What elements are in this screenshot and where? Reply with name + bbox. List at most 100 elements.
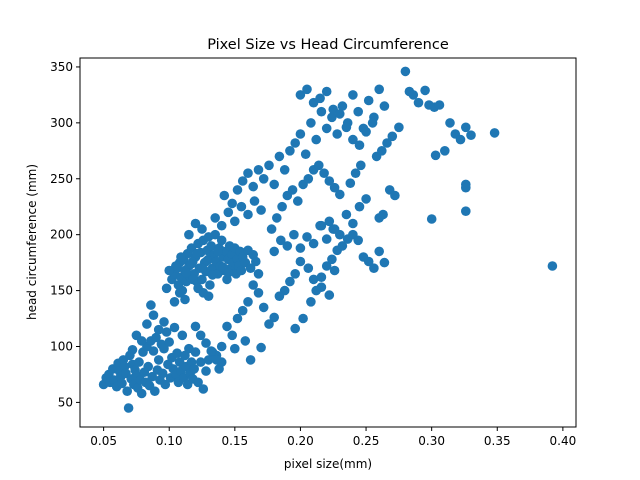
data-point <box>153 324 164 335</box>
data-point <box>321 123 332 134</box>
data-point <box>400 66 411 77</box>
data-point <box>353 106 364 117</box>
data-point <box>285 146 295 156</box>
data-point <box>324 176 335 186</box>
data-point <box>354 140 365 150</box>
data-point <box>142 319 152 329</box>
data-point <box>378 209 388 220</box>
data-point <box>394 122 404 133</box>
data-point <box>302 232 312 242</box>
data-point <box>354 201 365 212</box>
data-point <box>269 179 280 190</box>
data-point <box>253 165 264 175</box>
data-point <box>256 205 266 215</box>
data-point <box>174 288 185 298</box>
data-point <box>161 283 172 294</box>
data-point <box>390 190 400 201</box>
data-point <box>148 346 159 356</box>
data-point <box>350 168 361 178</box>
data-point <box>172 348 182 359</box>
data-point <box>164 265 174 276</box>
y-tick-label: 300 <box>50 116 73 130</box>
data-point <box>279 165 290 175</box>
data-point <box>295 129 306 139</box>
data-point <box>489 128 500 138</box>
data-point <box>243 168 253 178</box>
data-point <box>269 246 280 257</box>
data-point <box>198 384 209 394</box>
data-point <box>248 280 258 290</box>
data-point <box>466 130 476 140</box>
data-point <box>300 149 311 159</box>
y-tick-label: 350 <box>50 60 73 74</box>
data-point <box>136 388 147 399</box>
data-point <box>379 101 390 111</box>
data-point <box>287 185 298 195</box>
data-point <box>253 269 264 279</box>
data-point <box>164 337 174 347</box>
data-point <box>216 341 227 352</box>
data-point <box>147 371 157 382</box>
x-tick-label: 0.25 <box>353 434 380 448</box>
data-point <box>379 257 390 268</box>
data-point <box>420 85 430 96</box>
data-point <box>440 146 450 156</box>
data-point <box>150 386 160 397</box>
data-point <box>177 330 188 341</box>
data-point <box>211 355 222 365</box>
data-point <box>290 138 301 148</box>
data-point <box>303 174 314 184</box>
data-point <box>329 224 340 234</box>
data-point <box>169 322 180 333</box>
data-point <box>189 364 199 374</box>
x-tick-label: 0.30 <box>418 434 445 448</box>
data-point <box>374 84 385 95</box>
data-point <box>216 235 227 246</box>
data-point <box>143 361 153 372</box>
data-point <box>277 201 287 212</box>
data-point <box>303 263 314 274</box>
data-point <box>181 267 192 278</box>
data-point <box>219 190 230 201</box>
data-point <box>122 386 132 397</box>
data-point <box>321 234 332 244</box>
data-point <box>236 201 247 212</box>
data-point <box>426 214 437 224</box>
data-point <box>151 332 161 343</box>
data-point <box>316 220 327 231</box>
data-point <box>232 185 243 195</box>
data-point <box>195 357 206 367</box>
data-point <box>335 109 345 119</box>
data-point <box>308 274 319 285</box>
points-layer <box>98 66 558 413</box>
data-point <box>377 146 387 156</box>
data-point <box>445 118 455 128</box>
data-point <box>341 122 352 133</box>
x-axis-ticks: 0.05 0.10 0.15 0.20 0.25 0.30 0.35 0.40 <box>90 427 576 448</box>
data-point <box>382 138 392 148</box>
data-point <box>337 101 348 111</box>
data-point <box>329 182 340 193</box>
x-tick-label: 0.35 <box>484 434 511 448</box>
data-point <box>248 181 258 192</box>
data-point <box>243 297 253 307</box>
data-point <box>192 248 202 259</box>
data-point <box>361 127 371 137</box>
data-point <box>206 241 216 251</box>
data-point <box>332 129 343 139</box>
data-point <box>210 213 220 223</box>
data-point <box>311 134 322 145</box>
data-point <box>213 246 223 257</box>
data-point <box>302 84 312 95</box>
data-point <box>298 313 308 324</box>
data-point <box>316 106 327 117</box>
data-point <box>157 368 168 379</box>
data-point <box>251 256 261 267</box>
data-point <box>324 216 335 227</box>
data-point <box>237 305 248 316</box>
data-point <box>159 317 169 327</box>
y-axis-ticks: 50 100 150 200 250 300 350 <box>50 60 80 409</box>
data-point <box>258 174 269 184</box>
data-point <box>295 256 306 267</box>
